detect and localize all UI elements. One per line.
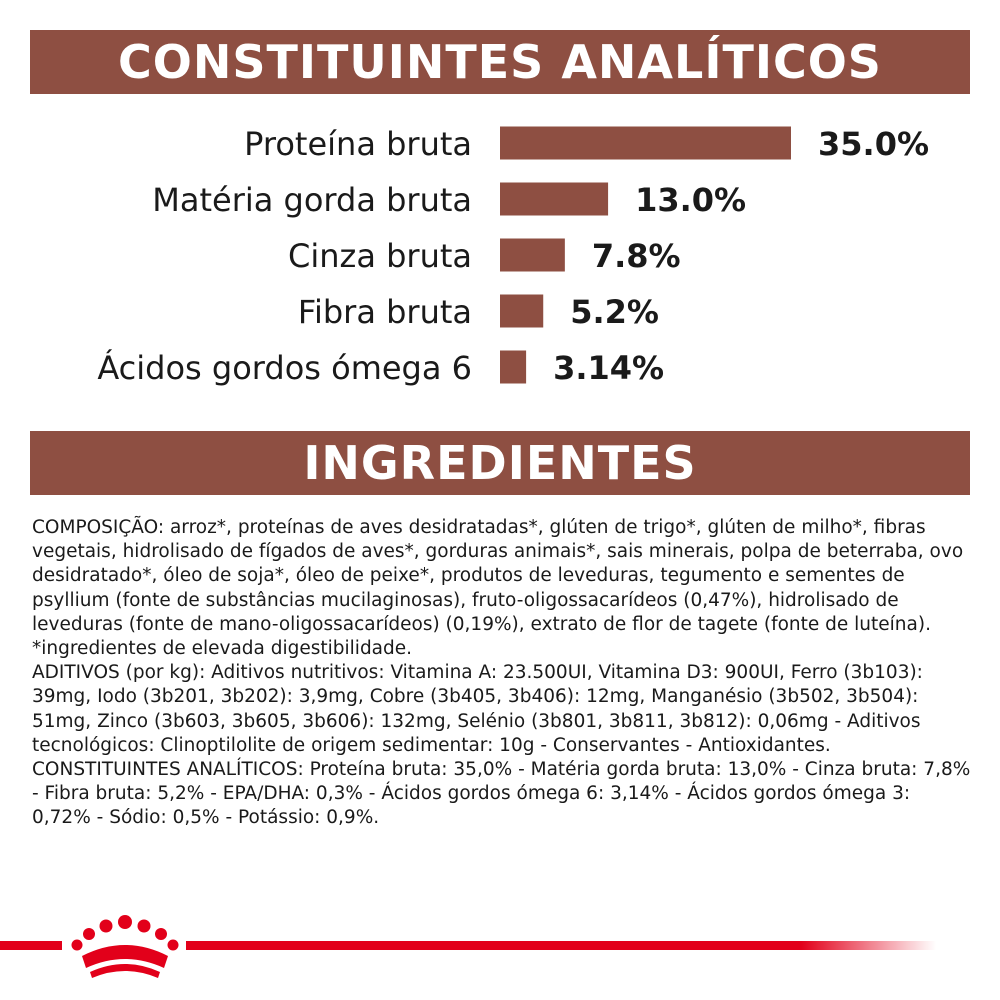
category-label: Cinza bruta xyxy=(288,237,472,275)
bar xyxy=(500,182,609,216)
category-label: Proteína bruta xyxy=(244,125,472,163)
composition-paragraph: COMPOSIÇÃO: arroz*, proteínas de aves de… xyxy=(32,517,964,635)
ingredients-title: INGREDIENTES xyxy=(303,436,697,490)
analytical-title: CONSTITUINTES ANALÍTICOS xyxy=(118,35,882,89)
red-line-left xyxy=(0,941,62,950)
category-label: Fibra bruta xyxy=(298,293,472,331)
value-label: 3.14% xyxy=(553,349,664,387)
bar xyxy=(500,126,791,160)
value-label: 7.8% xyxy=(592,237,681,275)
category-label: Ácidos gordos ómega 6 xyxy=(97,349,472,387)
value-label: 35.0% xyxy=(818,125,929,163)
additives-paragraph: ADITIVOS (por kg): Aditivos nutritivos: … xyxy=(32,662,923,756)
value-label: 5.2% xyxy=(570,293,659,331)
ingredients-text: COMPOSIÇÃO: arroz*, proteínas de aves de… xyxy=(32,516,972,831)
ingredients-title-banner: INGREDIENTES xyxy=(30,431,970,495)
digestibility-note: *ingredientes de elevada digestibilidade… xyxy=(32,638,413,660)
footer-brand-strip xyxy=(0,912,1000,992)
analytical-paragraph: CONSTITUINTES ANALÍTICOS: Proteína bruta… xyxy=(32,759,971,829)
crown-icon xyxy=(71,915,179,978)
bar xyxy=(500,294,544,328)
bar xyxy=(500,350,527,384)
category-label: Matéria gorda bruta xyxy=(152,181,472,219)
analytical-bar-chart: Proteína bruta 35.0% Matéria gorda bruta 13… xyxy=(97,125,929,387)
red-line-right xyxy=(186,941,936,950)
analytical-title-banner: CONSTITUINTES ANALÍTICOS xyxy=(30,30,970,94)
bar xyxy=(500,238,565,272)
value-label: 13.0% xyxy=(635,181,746,219)
